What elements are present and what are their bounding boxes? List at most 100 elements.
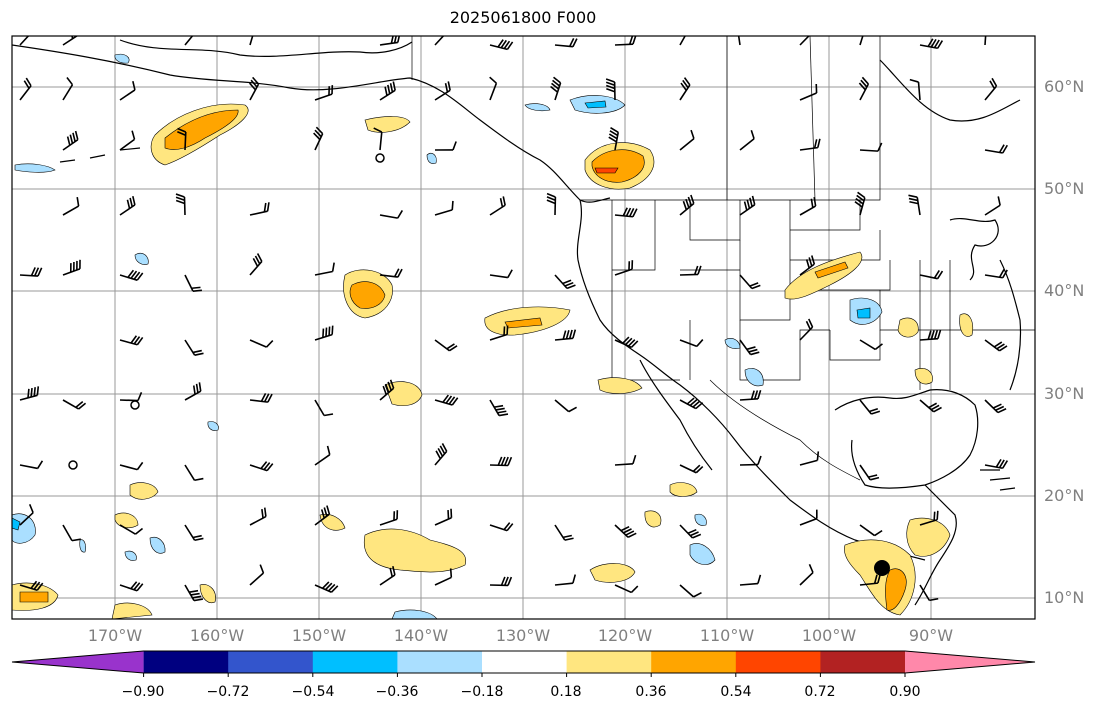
wind-barb bbox=[62, 524, 81, 542]
colorbar-segment bbox=[820, 651, 906, 673]
wind-barb bbox=[679, 584, 702, 598]
wind-barb bbox=[614, 336, 639, 349]
wind-barb bbox=[554, 37, 578, 48]
wind-barb bbox=[184, 524, 204, 542]
wind-barb bbox=[859, 574, 881, 586]
wind-barb bbox=[489, 399, 509, 417]
lat-label: 60°N bbox=[1044, 77, 1085, 96]
east-coast bbox=[999, 259, 1022, 391]
wind-barb bbox=[379, 510, 399, 526]
wind-barb bbox=[739, 274, 761, 290]
wind-barb bbox=[434, 141, 457, 151]
lon-label: 140°W bbox=[393, 626, 449, 645]
wind-barb bbox=[679, 524, 702, 539]
lon-label: 170°W bbox=[87, 626, 143, 645]
wind-barb bbox=[799, 451, 820, 466]
colorbar-segment bbox=[228, 651, 314, 673]
wind-barb bbox=[434, 339, 458, 352]
wind-barb bbox=[184, 339, 204, 356]
wind-barb bbox=[249, 253, 263, 276]
wind-barb bbox=[554, 399, 577, 413]
wind-barb bbox=[119, 581, 144, 592]
wind-barb bbox=[119, 335, 144, 346]
wind-barb bbox=[248, 76, 260, 101]
wind-barb bbox=[62, 399, 87, 410]
wind-barb bbox=[184, 274, 202, 292]
wind-barb bbox=[859, 142, 883, 152]
wind-barb bbox=[919, 270, 944, 280]
hudson-coast bbox=[879, 59, 1021, 122]
colorbar-segment bbox=[651, 651, 737, 673]
wind-barb bbox=[19, 77, 32, 101]
caribbean bbox=[980, 469, 1016, 491]
wind-barb bbox=[489, 196, 506, 216]
lon-label: 160°W bbox=[189, 626, 245, 645]
wind-barb bbox=[314, 399, 334, 417]
wind-barb bbox=[679, 265, 702, 276]
wind-barb bbox=[19, 580, 44, 591]
wind-barb bbox=[739, 574, 762, 586]
central-america bbox=[914, 484, 957, 606]
wind-barb bbox=[614, 36, 637, 46]
wind-barb bbox=[434, 200, 454, 216]
calm-markers bbox=[68, 153, 385, 470]
wind-barb bbox=[19, 386, 40, 401]
wind-barb bbox=[546, 192, 557, 216]
wind-barb bbox=[799, 197, 817, 216]
colorbar-label: −0.72 bbox=[206, 684, 250, 700]
wind-barb bbox=[799, 563, 814, 586]
baja-california bbox=[639, 359, 713, 471]
wind-barb bbox=[19, 36, 30, 46]
wind-barb bbox=[379, 379, 395, 401]
wind-barb bbox=[249, 202, 270, 216]
wind-barb bbox=[554, 524, 574, 541]
wind-barb bbox=[984, 399, 1007, 414]
wind-barbs bbox=[19, 36, 1009, 602]
lat-label: 30°N bbox=[1044, 384, 1085, 403]
colorbar-segment bbox=[566, 651, 652, 673]
colorbar-segment bbox=[735, 651, 821, 673]
wind-barb bbox=[184, 36, 194, 46]
colorbar-segment bbox=[312, 651, 398, 673]
wind-barb bbox=[314, 325, 334, 341]
colorbar-segment bbox=[12, 651, 144, 673]
colorbar-segment bbox=[482, 651, 568, 673]
wind-barb bbox=[679, 129, 695, 151]
colorbar bbox=[11, 650, 1036, 674]
wind-barb bbox=[249, 461, 274, 472]
great-lakes bbox=[949, 217, 999, 281]
wind-barb bbox=[489, 76, 498, 101]
wind-barb bbox=[984, 458, 1009, 470]
wind-barb bbox=[379, 268, 403, 278]
wind-barb bbox=[489, 39, 514, 51]
wind-barb bbox=[62, 36, 79, 46]
wind-barb bbox=[249, 507, 267, 526]
wind-barb bbox=[799, 509, 818, 526]
map-border bbox=[11, 35, 1036, 620]
wind-barb bbox=[314, 262, 335, 276]
wind-barb bbox=[554, 574, 577, 586]
contour-fills bbox=[12, 53, 973, 619]
wind-barb bbox=[614, 207, 638, 218]
wind-barb bbox=[379, 81, 396, 101]
wind-barb bbox=[184, 382, 202, 401]
wind-barb bbox=[177, 127, 187, 151]
gulf-coast bbox=[834, 389, 979, 489]
lon-label: 150°W bbox=[291, 626, 347, 645]
wind-barb bbox=[249, 392, 273, 403]
wind-barb bbox=[554, 329, 577, 341]
wind-barb bbox=[434, 36, 445, 46]
wind-barb bbox=[184, 464, 204, 482]
wind-barb bbox=[434, 508, 453, 526]
wind-barb bbox=[679, 339, 704, 348]
colorbar-segment bbox=[143, 651, 229, 673]
wind-barb bbox=[799, 138, 821, 151]
wind-barb bbox=[679, 194, 695, 216]
wind-barb bbox=[919, 329, 942, 341]
wind-barb bbox=[859, 399, 881, 415]
colorbar-label: 0.72 bbox=[804, 684, 836, 700]
wind-barb bbox=[799, 318, 814, 341]
lat-label: 10°N bbox=[1044, 588, 1085, 607]
wind-barb bbox=[119, 195, 136, 216]
wind-barb bbox=[489, 456, 513, 467]
